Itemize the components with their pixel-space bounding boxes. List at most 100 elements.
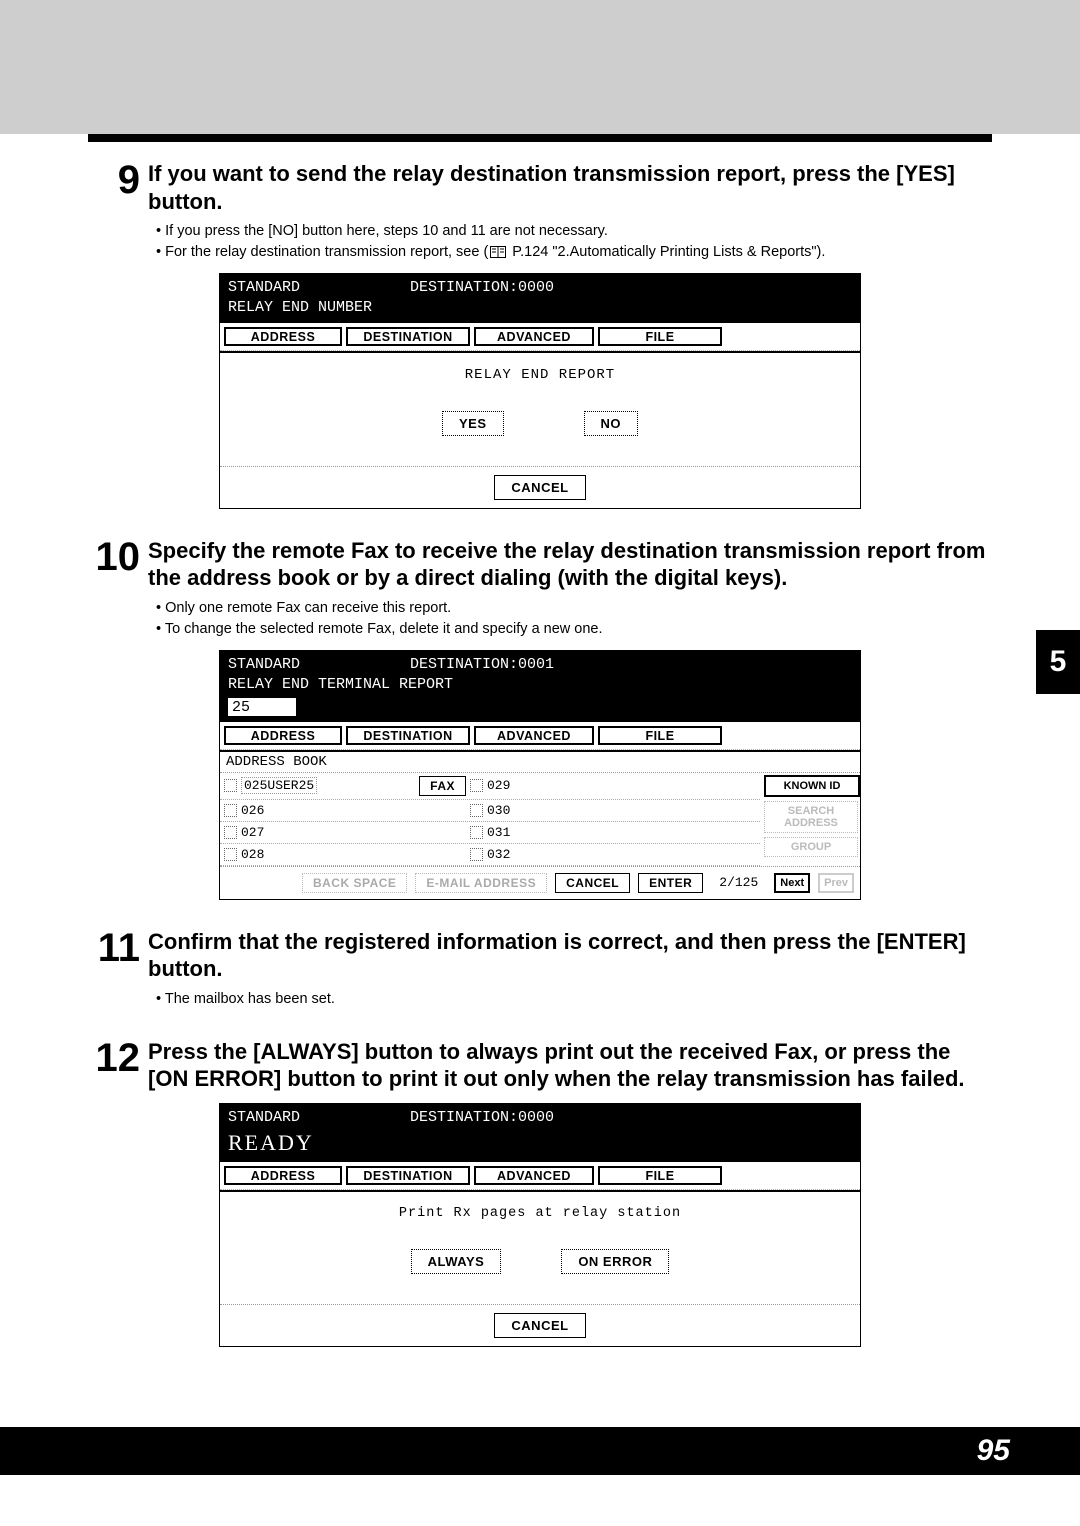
entry-label[interactable]: 028 (241, 847, 264, 862)
tab-address[interactable]: ADDRESS (224, 327, 342, 346)
bullet-text-b: P.124 "2.Automatically Printing Lists & … (508, 244, 825, 260)
enter-button[interactable]: ENTER (638, 873, 703, 893)
address-book-label: ADDRESS BOOK (220, 752, 860, 772)
backspace-button[interactable]: BACK SPACE (302, 873, 407, 893)
step-number: 10 (88, 537, 140, 577)
entry-label[interactable]: 030 (487, 803, 510, 818)
bullet: For the relay destination transmission r… (156, 242, 992, 263)
step-title: Specify the remote Fax to receive the re… (148, 537, 992, 592)
tab-file[interactable]: FILE (598, 726, 722, 745)
tab-advanced[interactable]: ADVANCED (474, 1166, 594, 1185)
entry-checkbox[interactable] (224, 848, 237, 861)
lcd-header: STANDARDDESTINATION:0001 RELAY END TERMI… (220, 651, 860, 722)
lcd-mode: STANDARD (228, 1109, 300, 1126)
lcd-screenshot-print-rx: STANDARDDESTINATION:0000 READY ADDRESS D… (219, 1103, 861, 1347)
entry-label[interactable]: 032 (487, 847, 510, 862)
lcd-subtitle: RELAY END NUMBER (228, 298, 852, 318)
yes-button[interactable]: YES (442, 411, 504, 436)
tab-address[interactable]: ADDRESS (224, 726, 342, 745)
lcd-tab-row: ADDRESS DESTINATION ADVANCED FILE (220, 1162, 860, 1190)
lcd-destination-count: DESTINATION:0001 (300, 656, 554, 673)
entry-checkbox[interactable] (470, 826, 483, 839)
step-11: 11 Confirm that the registered informati… (88, 928, 992, 1010)
bullet-list: Only one remote Fax can receive this rep… (156, 598, 992, 640)
entry-label[interactable]: 027 (241, 825, 264, 840)
entry-checkbox[interactable] (224, 804, 237, 817)
page-content: 9 If you want to send the relay destinat… (0, 134, 1080, 1405)
lcd-body-label: Print Rx pages at relay station (220, 1192, 860, 1229)
lcd-destination-count: DESTINATION:0000 (300, 279, 554, 296)
step-9: 9 If you want to send the relay destinat… (88, 160, 992, 509)
lcd-bottom-bar: BACK SPACE E-MAIL ADDRESS CANCEL ENTER 2… (220, 866, 860, 899)
lcd-ready: READY (228, 1128, 852, 1158)
cancel-button[interactable]: CANCEL (494, 1313, 585, 1338)
address-table: 025USER25 FAX 029 026 030 027 031 028 (220, 772, 860, 866)
tab-advanced[interactable]: ADVANCED (474, 327, 594, 346)
lcd-body: RELAY END REPORT YES NO CANCEL (220, 351, 860, 508)
entry-checkbox[interactable] (470, 779, 483, 792)
step-12: 12 Press the [ALWAYS] button to always p… (88, 1038, 992, 1347)
step-title: If you want to send the relay destinatio… (148, 160, 992, 215)
page-indicator: 2/125 (719, 875, 758, 890)
step-number: 12 (88, 1038, 140, 1078)
bullet: Only one remote Fax can receive this rep… (156, 598, 992, 619)
lcd-body-label: RELAY END REPORT (220, 353, 860, 391)
entry-label[interactable]: 025USER25 (241, 777, 317, 794)
entry-label[interactable]: 031 (487, 825, 510, 840)
tab-destination[interactable]: DESTINATION (346, 327, 470, 346)
tab-address[interactable]: ADDRESS (224, 1166, 342, 1185)
lcd-tab-row: ADDRESS DESTINATION ADVANCED FILE (220, 722, 860, 750)
lcd-destination-count: DESTINATION:0000 (300, 1109, 554, 1126)
entry-checkbox[interactable] (224, 779, 237, 792)
book-icon (490, 246, 506, 258)
page-footer: 95 (0, 1427, 1080, 1475)
bullet: To change the selected remote Fax, delet… (156, 619, 992, 640)
lcd-mode: STANDARD (228, 279, 300, 296)
lcd-screenshot-address-book: STANDARDDESTINATION:0001 RELAY END TERMI… (219, 650, 861, 900)
cancel-button[interactable]: CANCEL (555, 873, 630, 893)
step-number: 11 (88, 928, 140, 968)
bullet: The mailbox has been set. (156, 989, 992, 1010)
lcd-tab-row: ADDRESS DESTINATION ADVANCED FILE (220, 323, 860, 351)
dial-input[interactable] (228, 698, 296, 716)
cancel-button[interactable]: CANCEL (494, 475, 585, 500)
prev-button[interactable]: Prev (818, 873, 854, 893)
chapter-tab: 5 (1036, 630, 1080, 694)
entry-checkbox[interactable] (470, 848, 483, 861)
step-number: 9 (88, 160, 140, 200)
lcd-subtitle: RELAY END TERMINAL REPORT (228, 675, 852, 695)
lcd-mode: STANDARD (228, 656, 300, 673)
entry-checkbox[interactable] (470, 804, 483, 817)
page-number: 95 (977, 1434, 1010, 1468)
top-grey-bar (0, 0, 1080, 134)
lcd-body: ADDRESS BOOK 025USER25 FAX 029 026 030 02… (220, 750, 860, 899)
email-address-button[interactable]: E-MAIL ADDRESS (415, 873, 547, 893)
lcd-header: STANDARDDESTINATION:0000 READY (220, 1104, 860, 1162)
lcd-header: STANDARDDESTINATION:0000 RELAY END NUMBE… (220, 274, 860, 323)
entry-checkbox[interactable] (224, 826, 237, 839)
tab-file[interactable]: FILE (598, 327, 722, 346)
step-title: Confirm that the registered information … (148, 928, 992, 983)
no-button[interactable]: NO (584, 411, 639, 436)
top-rule (88, 134, 992, 142)
step-10: 10 Specify the remote Fax to receive the… (88, 537, 992, 900)
bullet-text-a: For the relay destination transmission r… (165, 244, 488, 260)
entry-label[interactable]: 026 (241, 803, 264, 818)
tab-destination[interactable]: DESTINATION (346, 726, 470, 745)
known-id-button[interactable]: KNOWN ID (764, 775, 860, 797)
tab-destination[interactable]: DESTINATION (346, 1166, 470, 1185)
step-title: Press the [ALWAYS] button to always prin… (148, 1038, 992, 1093)
always-button[interactable]: ALWAYS (411, 1249, 502, 1274)
tab-file[interactable]: FILE (598, 1166, 722, 1185)
search-address-button[interactable]: SEARCH ADDRESS (764, 801, 858, 833)
bullet: If you press the [NO] button here, steps… (156, 221, 992, 242)
bullet-list: The mailbox has been set. (156, 989, 992, 1010)
entry-label[interactable]: 029 (487, 778, 510, 793)
bullet-list: If you press the [NO] button here, steps… (156, 221, 992, 263)
group-button[interactable]: GROUP (764, 837, 858, 857)
on-error-button[interactable]: ON ERROR (561, 1249, 669, 1274)
lcd-body: Print Rx pages at relay station ALWAYS O… (220, 1190, 860, 1346)
tab-advanced[interactable]: ADVANCED (474, 726, 594, 745)
fax-indicator[interactable]: FAX (419, 776, 466, 796)
next-button[interactable]: Next (774, 873, 810, 893)
